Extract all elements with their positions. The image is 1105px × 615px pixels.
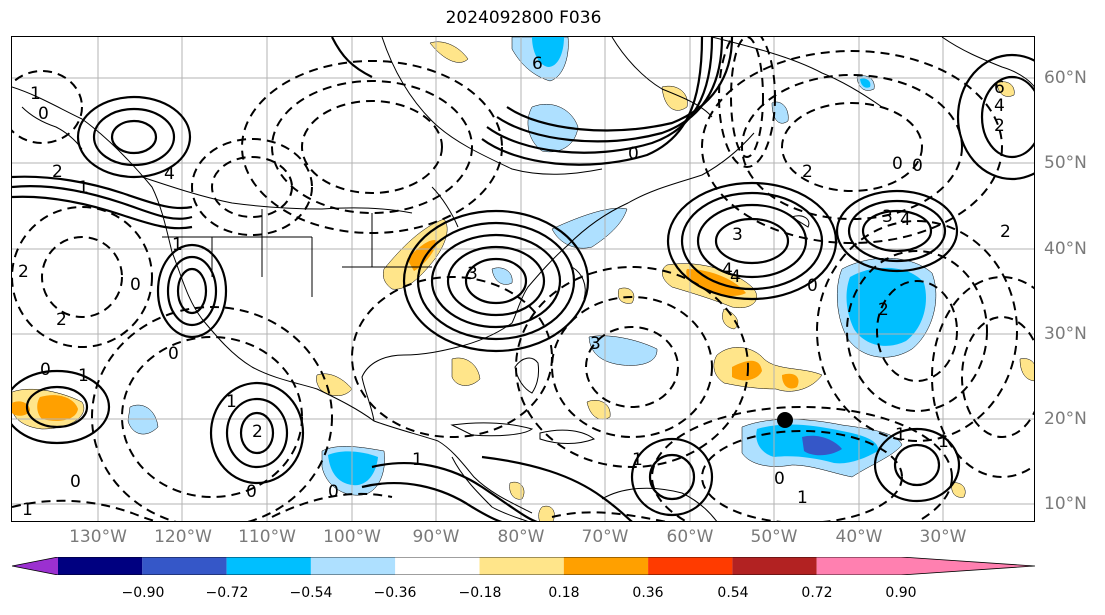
lat-label: 40°N xyxy=(1044,239,1087,259)
colorbar-label: 0.36 xyxy=(632,585,664,601)
contour-label: 0 xyxy=(168,344,179,364)
colorbar-segment xyxy=(142,557,227,575)
contour-label: 0 xyxy=(892,154,903,174)
lat-label: 10°N xyxy=(1044,494,1087,514)
colorbar-segment xyxy=(816,557,901,575)
contour-label: 1 xyxy=(632,450,643,470)
contour-label: 4 xyxy=(994,96,1005,116)
contour-label: 1 xyxy=(78,178,89,198)
contour-label: 0 xyxy=(628,144,639,164)
colorbar-segment xyxy=(12,557,58,575)
contour-label: 2 xyxy=(18,262,29,282)
contour-label: 0 xyxy=(328,482,339,502)
lat-label: 20°N xyxy=(1044,409,1087,429)
contour-label: 2 xyxy=(52,162,63,182)
contour-label: 2 xyxy=(1000,222,1011,242)
colorbar xyxy=(12,557,1036,575)
contour-label: 2 xyxy=(802,162,813,182)
colorbar-label: 0.90 xyxy=(885,585,917,601)
contour-label: 4 xyxy=(730,267,741,287)
contour-label: 2 xyxy=(994,116,1005,136)
contour-label: 3 xyxy=(732,225,743,245)
contour-label: 0 xyxy=(70,472,81,492)
contour-label: 0 xyxy=(246,482,257,502)
colorbar-label: −0.72 xyxy=(205,585,249,601)
contour-label: 6 xyxy=(994,78,1005,98)
colorbar-label: −0.90 xyxy=(121,585,165,601)
lon-label: 90°W xyxy=(412,527,460,547)
colorbar-label: −0.54 xyxy=(289,585,333,601)
colorbar-label: 0.72 xyxy=(801,585,833,601)
lon-label: 70°W xyxy=(581,527,629,547)
colorbar-label: −0.36 xyxy=(373,585,417,601)
storm-center-marker xyxy=(777,412,793,428)
colorbar-segment xyxy=(901,557,1035,575)
contour-label: 3 xyxy=(882,207,893,227)
lat-label: 50°N xyxy=(1044,153,1087,173)
contour-label: 3 xyxy=(590,334,601,354)
contour-label: 1 xyxy=(22,500,33,520)
contour-label: 1 xyxy=(78,366,89,386)
contour-label: 0 xyxy=(912,156,923,176)
colorbar-label: 0.54 xyxy=(717,585,749,601)
contour-label: 1 xyxy=(895,425,906,445)
lon-label: 110°W xyxy=(238,527,296,547)
contour-label: 3 xyxy=(467,264,478,284)
contour-label: 6 xyxy=(532,54,543,74)
lat-label: 30°N xyxy=(1044,324,1087,344)
lon-label: 60°W xyxy=(666,527,714,547)
map-canvas: 3 4 3 3 4 6 4 2 0 0 2 1 0 1 0 2 1 4 1 0 … xyxy=(12,37,1034,521)
contour-label: 1 xyxy=(226,392,237,412)
colorbar-segment xyxy=(648,557,733,575)
contour-label: 1 xyxy=(172,235,183,255)
contour-label: 1 xyxy=(797,488,808,508)
lon-label: 40°W xyxy=(835,527,883,547)
contour-label: 2 xyxy=(56,310,67,330)
contour-label: 1 xyxy=(30,84,41,104)
colorbar-label: 0.18 xyxy=(548,585,580,601)
colorbar-segment xyxy=(310,557,396,575)
contour-label: 4 xyxy=(164,164,175,184)
contour-labels: 3 4 3 3 4 6 4 2 0 0 2 1 0 1 0 2 1 4 1 0 … xyxy=(18,54,1011,520)
colorbar-segment xyxy=(479,557,564,575)
lat-label: 60°N xyxy=(1044,68,1087,88)
contour-label: 1 xyxy=(938,432,949,452)
dashed-contours xyxy=(12,37,1034,521)
colorbar-segment xyxy=(395,557,480,575)
colorbar-segment xyxy=(563,557,649,575)
contour-label: 0 xyxy=(774,469,785,489)
contour-label: 0 xyxy=(38,104,49,124)
contour-label: 0 xyxy=(130,275,141,295)
shaded-field xyxy=(12,37,1034,521)
colorbar-segment xyxy=(58,557,143,575)
lon-label: 30°W xyxy=(919,527,967,547)
contour-label: 0 xyxy=(807,276,818,296)
contour-label: 1 xyxy=(412,450,423,470)
lon-label: 50°W xyxy=(750,527,798,547)
map-panel: 3 4 3 3 4 6 4 2 0 0 2 1 0 1 0 2 1 4 1 0 … xyxy=(11,36,1035,522)
lon-label: 120°W xyxy=(154,527,212,547)
contour-label: 2 xyxy=(252,422,263,442)
colorbar-segment xyxy=(226,557,311,575)
contour-label: 2 xyxy=(878,300,889,320)
colorbar-segment xyxy=(732,557,817,575)
map-title: 2024092800 F036 xyxy=(445,8,602,28)
contour-label: 4 xyxy=(722,260,733,280)
lon-label: 130°W xyxy=(69,527,127,547)
lon-label: 80°W xyxy=(497,527,545,547)
coastlines xyxy=(12,37,1034,521)
solid-contours xyxy=(12,37,1034,521)
contour-label: 0 xyxy=(40,360,51,380)
lon-label: 100°W xyxy=(323,527,381,547)
colorbar-label: −0.18 xyxy=(458,585,502,601)
contour-label: 4 xyxy=(900,210,911,230)
